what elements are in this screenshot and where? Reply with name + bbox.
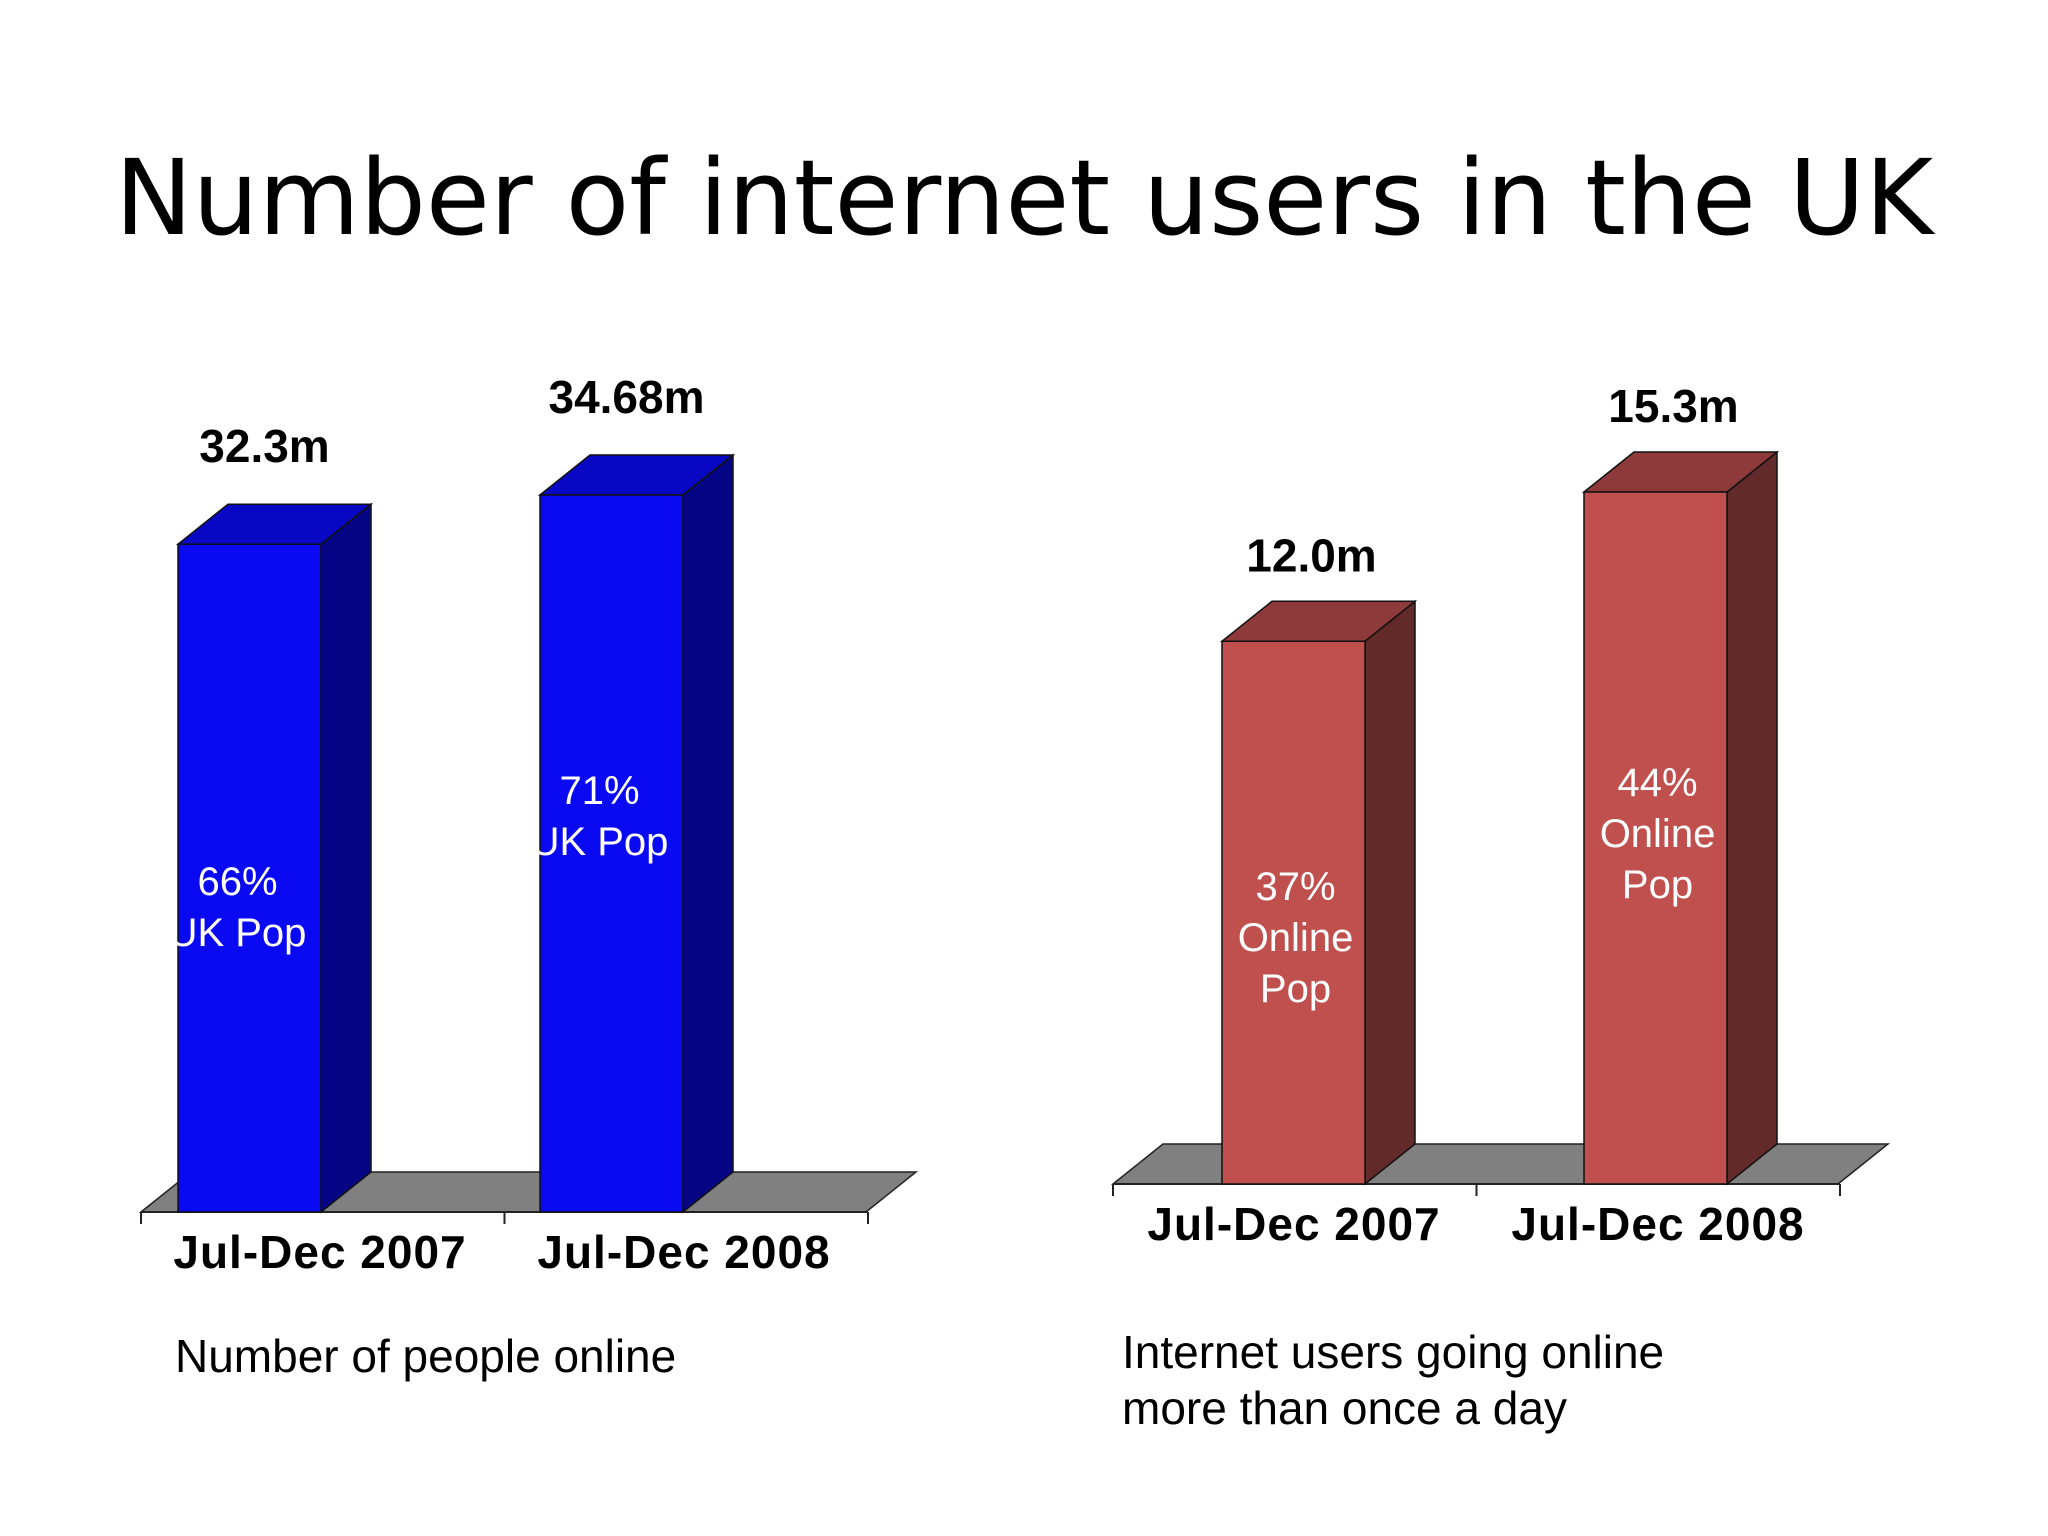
right-bar-0-inner-label-1: Online (1238, 916, 1354, 960)
left-bar-1 (539, 494, 684, 1213)
right-bar-1 (1583, 491, 1728, 1185)
left-category-label-1: Jul-Dec 2008 (537, 1226, 830, 1278)
right-bar-0-inner-label-0: 37% (1255, 865, 1335, 909)
right-value-label-0: 12.0m (1246, 529, 1376, 581)
caption-people-online: Number of people online (175, 1330, 677, 1382)
right-category-label-1: Jul-Dec 2008 (1511, 1198, 1804, 1250)
right-bar-0-side (1364, 599, 1416, 1186)
left-value-label-0: 32.3m (199, 420, 329, 472)
right-bar-0-inner-label-2: Pop (1260, 967, 1331, 1011)
slide-title: Number of internet users in the UK (114, 137, 1934, 259)
left-bar-0-side (320, 502, 372, 1214)
right-bar-1-side (1726, 450, 1778, 1186)
right-category-label-0: Jul-Dec 2007 (1147, 1198, 1440, 1250)
left-bar-0-inner-label-1: UK Pop (169, 911, 307, 955)
left-bar-0 (177, 543, 322, 1213)
left-category-label-0: Jul-Dec 2007 (173, 1226, 466, 1278)
right-bar-1-inner-label-1: Online (1600, 812, 1716, 856)
left-bar-1-inner-label-0: 71% (559, 769, 639, 813)
right-value-label-1: 15.3m (1608, 380, 1738, 432)
left-value-label-1: 34.68m (548, 371, 704, 423)
left-bar-1-inner-label-1: UK Pop (531, 820, 669, 864)
right-bar-0 (1221, 640, 1366, 1185)
left-bar-0-inner-label-0: 66% (197, 860, 277, 904)
chart-right-daily-users: 12.0m 37% Online Pop Jul-Dec 2007 15.3m 44% Onl… (1110, 380, 1891, 1250)
right-bar-1-inner-label-2: Pop (1622, 863, 1693, 907)
chart-left-people-online: 32.3m 66% UK Pop Jul-Dec 2007 34.68m 71% UK Po… (138, 371, 919, 1278)
caption-daily-users: Internet users going online more than on… (1122, 1326, 1665, 1434)
left-bar-1-side (682, 453, 734, 1214)
right-bar-1-inner-label-0: 44% (1617, 761, 1697, 805)
